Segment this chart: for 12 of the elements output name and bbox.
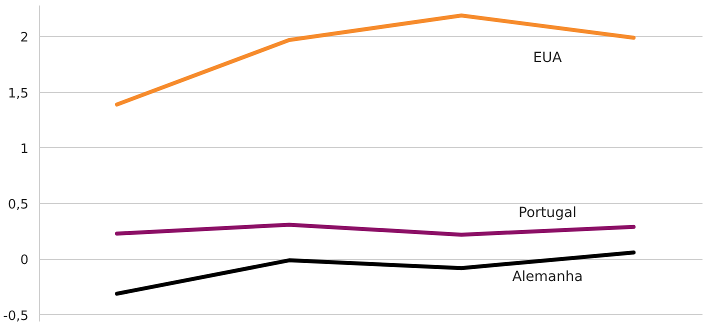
y-tick-label: -0,5 bbox=[3, 308, 29, 324]
line-series bbox=[114, 222, 636, 237]
series-label: EUA bbox=[533, 50, 562, 66]
line-series bbox=[114, 250, 636, 296]
y-tick-label: 1,5 bbox=[8, 86, 29, 102]
y-tick-label: 0 bbox=[20, 253, 29, 268]
y-tick-label: 0,5 bbox=[8, 198, 29, 213]
y-tick-label: 1 bbox=[20, 142, 29, 157]
series-label: Portugal bbox=[518, 205, 577, 222]
series-label: Alemanha bbox=[512, 268, 583, 285]
y-tick-label: 2 bbox=[20, 30, 29, 46]
line-series bbox=[114, 14, 636, 107]
